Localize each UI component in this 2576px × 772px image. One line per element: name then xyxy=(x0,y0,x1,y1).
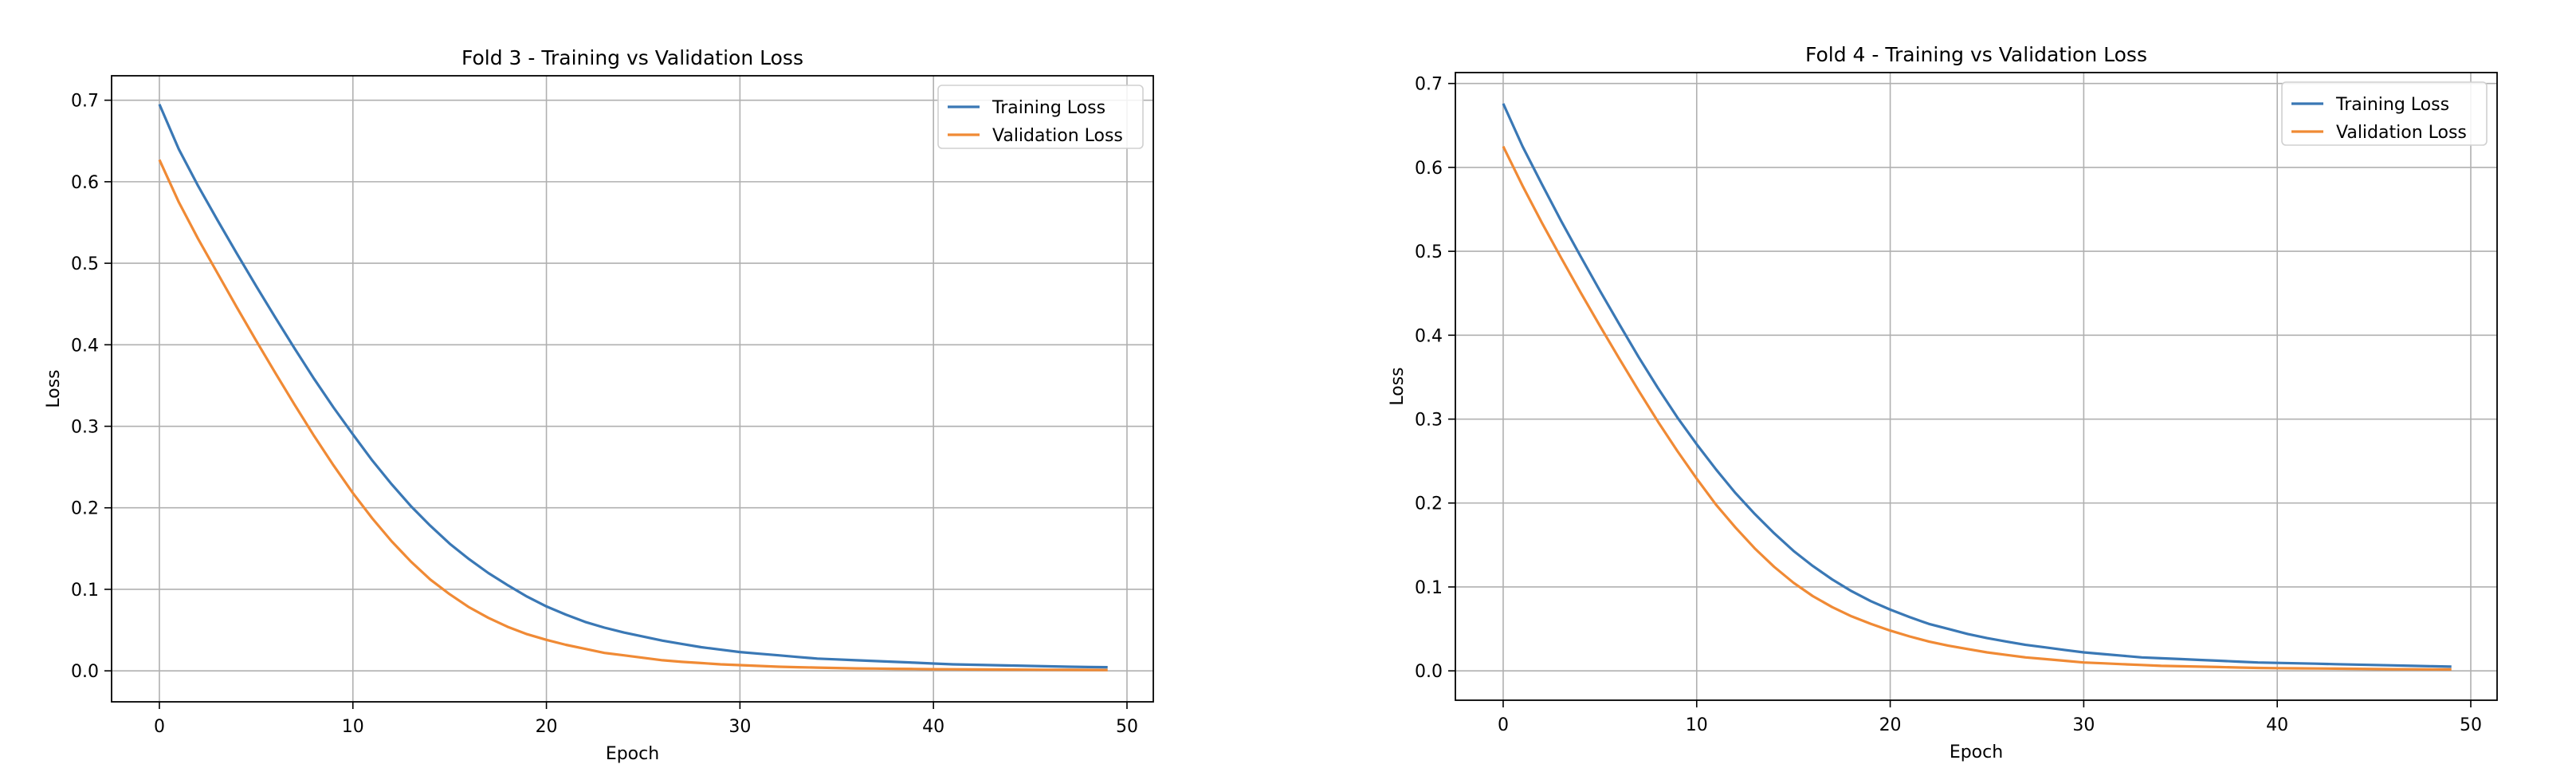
y-axis-label: Loss xyxy=(44,369,64,408)
x-tick-label: 0 xyxy=(1498,715,1509,735)
y-tick-label: 0.5 xyxy=(1415,242,1443,262)
axes-frame xyxy=(1455,72,2498,701)
y-tick-label: 0.3 xyxy=(1415,411,1443,431)
x-tick-label: 20 xyxy=(1879,715,1902,735)
validation-loss-line xyxy=(158,159,1108,672)
y-tick-label: 0.0 xyxy=(71,662,99,682)
x-axis-label: Epoch xyxy=(606,744,659,764)
chart-fold-3: 0 10 20 30 40 50 0.0 0.1 0.2 0.3 0.4 0.5 0.6 0.7 Fold … xyxy=(44,46,1154,764)
legend-label-validation: Validation Loss xyxy=(992,126,1123,146)
x-tick-label: 50 xyxy=(1116,717,1138,737)
legend-label-validation: Validation Loss xyxy=(2336,123,2467,143)
y-tick-label: 0.7 xyxy=(1415,75,1443,95)
x-tick-label: 10 xyxy=(1686,715,1708,735)
x-axis-label: Epoch xyxy=(1950,742,2003,762)
y-tick-label: 0.3 xyxy=(71,418,99,438)
x-tick-label: 10 xyxy=(342,717,364,737)
legend-label-training: Training Loss xyxy=(992,98,1105,118)
chart-title: Fold 3 - Training vs Validation Loss xyxy=(461,46,803,69)
y-tick-label: 0.4 xyxy=(1415,326,1443,346)
y-tick-label: 0.4 xyxy=(71,336,99,356)
x-tick-label: 40 xyxy=(2266,715,2288,735)
y-tick-label: 0.6 xyxy=(1415,159,1443,179)
y-tick-label: 0.0 xyxy=(1415,662,1443,682)
y-tick-label: 0.2 xyxy=(1415,494,1443,514)
y-tick-label: 0.1 xyxy=(1415,578,1443,598)
training-loss-line xyxy=(1502,103,2452,668)
legend: Training Loss Validation Loss xyxy=(2281,81,2488,146)
validation-loss-line xyxy=(1502,145,2452,672)
y-tick-label: 0.5 xyxy=(71,254,99,274)
y-tick-label: 0.7 xyxy=(71,92,99,112)
x-tick-label: 40 xyxy=(922,717,944,737)
axes-frame xyxy=(111,75,1154,703)
x-tick-label: 50 xyxy=(2460,715,2482,735)
x-tick-label: 0 xyxy=(154,717,165,737)
legend: Training Loss Validation Loss xyxy=(937,85,1144,149)
x-tick-label: 30 xyxy=(2072,715,2095,735)
y-tick-label: 0.1 xyxy=(71,581,99,601)
training-loss-line xyxy=(158,104,1108,669)
x-tick-label: 20 xyxy=(536,717,558,737)
legend-box xyxy=(937,85,1144,149)
y-tick-label: 0.2 xyxy=(71,499,99,519)
legend-label-training: Training Loss xyxy=(2335,95,2449,115)
x-tick-label: 30 xyxy=(728,717,751,737)
y-axis-label: Loss xyxy=(1388,367,1408,405)
chart-title: Fold 4 - Training vs Validation Loss xyxy=(1805,43,2147,66)
y-tick-label: 0.6 xyxy=(71,173,99,193)
legend-box xyxy=(2281,81,2488,146)
chart-fold-4: 0 10 20 30 40 50 0.0 0.1 0.2 0.3 0.4 0.5 0.6 0.7 Fold … xyxy=(1388,43,2498,762)
